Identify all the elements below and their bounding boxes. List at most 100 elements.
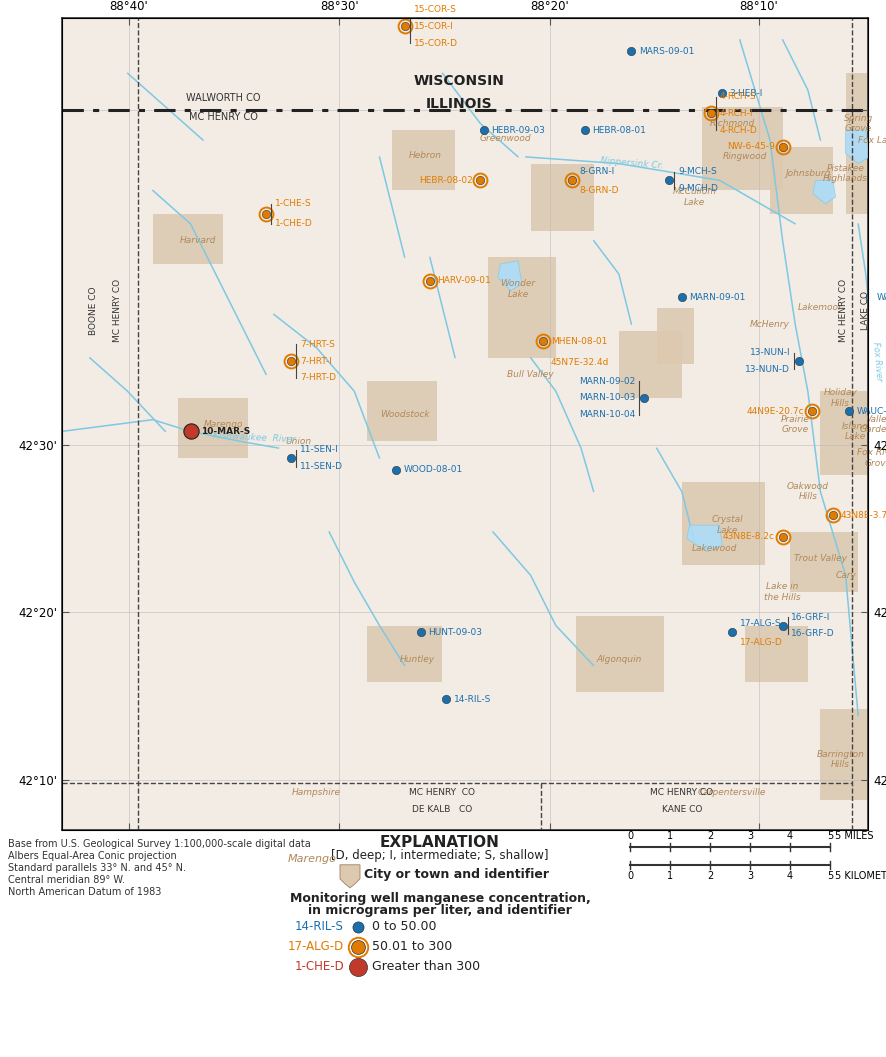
Text: HEBR-09-03: HEBR-09-03 xyxy=(492,126,546,134)
Text: 43N8E-3.7d: 43N8E-3.7d xyxy=(841,511,886,520)
Text: Bull Valley: Bull Valley xyxy=(508,370,554,379)
Polygon shape xyxy=(770,147,833,214)
Text: Holiday
Hills: Holiday Hills xyxy=(824,388,858,408)
Text: MARN-09-01: MARN-09-01 xyxy=(689,293,746,302)
Text: Lake in
the Hills: Lake in the Hills xyxy=(765,582,801,601)
Text: Nippersink Cr.: Nippersink Cr. xyxy=(600,156,664,171)
Text: WAUC-02-12: WAUC-02-12 xyxy=(857,407,886,415)
Text: Barrington
Hills: Barrington Hills xyxy=(817,749,865,769)
Text: EXPLANATION: EXPLANATION xyxy=(380,835,500,850)
Text: 7-HRT-I: 7-HRT-I xyxy=(300,356,332,366)
Polygon shape xyxy=(531,164,594,230)
Text: 0: 0 xyxy=(627,871,633,880)
Text: DE KALB   CO: DE KALB CO xyxy=(412,805,472,814)
Text: MARN-10-04: MARN-10-04 xyxy=(579,410,635,420)
Text: Crystal
Lake: Crystal Lake xyxy=(711,516,743,535)
Text: 1-CHE-S: 1-CHE-S xyxy=(275,200,312,208)
Text: 1-CHE-D: 1-CHE-D xyxy=(275,220,313,228)
Text: 45N7E-32.4d: 45N7E-32.4d xyxy=(551,358,610,367)
Polygon shape xyxy=(576,615,664,692)
Text: MC HENRY CO: MC HENRY CO xyxy=(113,279,122,342)
Text: McCullom
Lake: McCullom Lake xyxy=(672,187,717,207)
Polygon shape xyxy=(367,382,438,442)
Text: 10-MAR-S: 10-MAR-S xyxy=(200,427,250,435)
Polygon shape xyxy=(845,130,869,164)
Text: 17-ALG-D: 17-ALG-D xyxy=(288,941,344,953)
Text: 43N8E-8.2c: 43N8E-8.2c xyxy=(723,533,775,541)
Text: Kishwaukee  River: Kishwaukee River xyxy=(214,431,297,445)
Text: 16-GRF-D: 16-GRF-D xyxy=(791,629,835,638)
Text: Huntley: Huntley xyxy=(400,654,435,664)
Text: Harvard: Harvard xyxy=(180,236,216,245)
Polygon shape xyxy=(340,865,360,888)
Polygon shape xyxy=(790,532,859,592)
Text: Woodstock: Woodstock xyxy=(380,410,430,420)
Text: HEBR-08-02: HEBR-08-02 xyxy=(419,175,473,185)
Text: Wonder
Lake: Wonder Lake xyxy=(501,279,536,299)
Text: HARV-09-01: HARV-09-01 xyxy=(438,276,491,285)
Text: 5 KILOMETERS: 5 KILOMETERS xyxy=(835,871,886,880)
Text: 1: 1 xyxy=(667,871,673,880)
Text: 2: 2 xyxy=(707,871,713,880)
Text: 4: 4 xyxy=(787,831,793,840)
Text: MC HENRY CO: MC HENRY CO xyxy=(650,789,713,797)
Text: MARN-09-02: MARN-09-02 xyxy=(579,376,635,386)
Text: Algonquin: Algonquin xyxy=(596,654,641,664)
Text: WALWORTH CO: WALWORTH CO xyxy=(186,93,260,104)
Text: Standard parallels 33° N. and 45° N.: Standard parallels 33° N. and 45° N. xyxy=(8,863,186,873)
Text: 2: 2 xyxy=(707,831,713,840)
Polygon shape xyxy=(682,482,765,565)
Text: 11-SEN-D: 11-SEN-D xyxy=(300,462,343,471)
Text: 4: 4 xyxy=(787,871,793,880)
Polygon shape xyxy=(657,308,695,365)
Text: 1-CHE-D: 1-CHE-D xyxy=(294,961,344,973)
Text: McHenry: McHenry xyxy=(750,320,790,329)
Text: Greenwood: Greenwood xyxy=(479,134,532,143)
Polygon shape xyxy=(820,391,871,475)
Text: MC HENRY CO: MC HENRY CO xyxy=(838,279,848,342)
Text: [D, deep; I, intermediate; S, shallow]: [D, deep; I, intermediate; S, shallow] xyxy=(331,849,548,861)
Text: 17-ALG-S: 17-ALG-S xyxy=(740,619,781,628)
Text: WAUC-08-13: WAUC-08-13 xyxy=(877,293,886,302)
Text: Trout Valley: Trout Valley xyxy=(794,554,847,563)
Text: Fox River
Grove: Fox River Grove xyxy=(858,448,886,468)
Text: 3: 3 xyxy=(747,871,753,880)
Text: 7-HRT-D: 7-HRT-D xyxy=(300,373,336,383)
Text: 8-GRN-D: 8-GRN-D xyxy=(579,186,619,194)
Polygon shape xyxy=(820,709,871,799)
Polygon shape xyxy=(152,214,223,264)
Polygon shape xyxy=(178,397,248,458)
Polygon shape xyxy=(812,181,835,204)
Text: 4-RCH-S: 4-RCH-S xyxy=(719,92,757,101)
Text: MARS-09-01: MARS-09-01 xyxy=(639,47,695,56)
Polygon shape xyxy=(845,73,871,214)
Text: Johnsburg: Johnsburg xyxy=(785,169,830,179)
Text: Greater than 300: Greater than 300 xyxy=(372,961,480,973)
Text: Albers Equal-Area Conic projection: Albers Equal-Area Conic projection xyxy=(8,851,176,860)
Text: 15-COR-D: 15-COR-D xyxy=(414,38,457,48)
Text: Monitoring well manganese concentration,: Monitoring well manganese concentration, xyxy=(290,892,590,905)
Text: MC HENRY  CO: MC HENRY CO xyxy=(409,789,476,797)
Text: Prairie
Grove: Prairie Grove xyxy=(781,415,810,434)
Text: Island
Lake: Island Lake xyxy=(843,422,869,441)
Text: Central meridian 89° W.: Central meridian 89° W. xyxy=(8,875,125,885)
Text: 17-ALG-D: 17-ALG-D xyxy=(740,637,782,647)
Polygon shape xyxy=(618,331,682,397)
Text: Valley
Gardens: Valley Gardens xyxy=(859,415,886,434)
Text: Lakewood: Lakewood xyxy=(692,544,737,553)
Polygon shape xyxy=(702,107,782,190)
Text: LAKE CO: LAKE CO xyxy=(861,292,870,331)
Text: KANE CO: KANE CO xyxy=(662,805,702,814)
Text: 4-RCH-I: 4-RCH-I xyxy=(719,109,753,118)
Polygon shape xyxy=(488,257,556,357)
Text: 9-MCH-S: 9-MCH-S xyxy=(678,167,717,177)
Text: 11-SEN-I: 11-SEN-I xyxy=(300,445,338,455)
Text: City or town and identifier: City or town and identifier xyxy=(364,868,549,882)
Text: WOOD-08-01: WOOD-08-01 xyxy=(403,465,462,475)
Text: BOONE CO: BOONE CO xyxy=(89,286,98,335)
Text: Hebron: Hebron xyxy=(408,151,441,160)
Text: 14-RIL-S: 14-RIL-S xyxy=(295,921,344,933)
Text: 5: 5 xyxy=(827,831,833,840)
Text: Fox Lake: Fox Lake xyxy=(859,135,886,145)
Text: ILLINOIS: ILLINOIS xyxy=(425,96,492,111)
